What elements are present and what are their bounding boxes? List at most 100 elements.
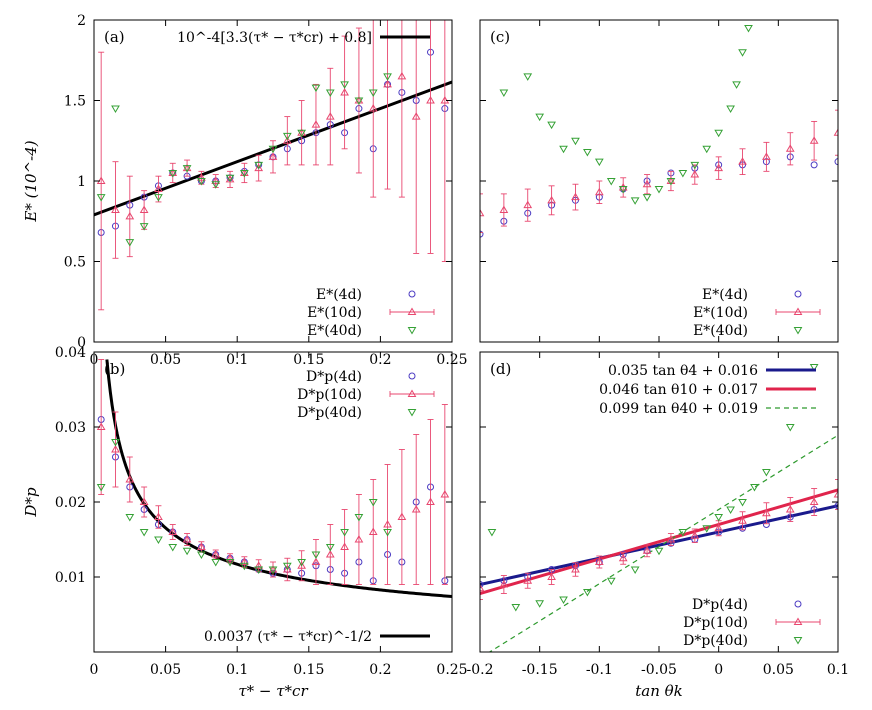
data-point: [154, 194, 163, 202]
data-point: [726, 506, 735, 514]
series-1: [96, 20, 450, 311]
data-point: [583, 149, 592, 157]
data-point: [750, 484, 759, 492]
data-point: [480, 230, 484, 238]
data-point: [211, 550, 221, 558]
x-tick-label: 0.2: [369, 662, 391, 678]
data-point: [834, 502, 838, 510]
data-point: [547, 572, 556, 580]
x-tick-label: 0.1: [226, 662, 248, 678]
data-point: [654, 186, 664, 194]
y-tick-label: 0.01: [55, 570, 86, 586]
data-point: [654, 547, 664, 556]
y-tick-label: 0.04: [55, 345, 86, 361]
fit-line: [488, 434, 838, 652]
data-point: [559, 145, 568, 154]
data-point: [690, 161, 700, 170]
data-point: [197, 178, 206, 186]
data-point: [154, 536, 163, 544]
panel-label: (a): [104, 28, 125, 46]
data-point: [297, 129, 307, 138]
x-tick-label: 0.25: [436, 662, 467, 678]
data-point: [111, 105, 120, 114]
y-tick-label: 0.02: [55, 495, 86, 511]
data-point: [383, 73, 392, 81]
data-point: [480, 581, 484, 588]
data-point: [211, 559, 221, 567]
data-point: [738, 516, 747, 524]
legend-marker: [794, 600, 802, 608]
data-point: [125, 475, 135, 483]
legend-label: E*(4d): [702, 287, 748, 303]
data-point: [354, 535, 364, 543]
fit-line: [480, 504, 838, 586]
data-point: [618, 186, 628, 194]
data-point: [523, 200, 533, 209]
y-tick-label: 1.5: [64, 94, 86, 110]
plot-area: [480, 364, 838, 652]
data-point: [762, 508, 771, 517]
data-point: [594, 187, 604, 196]
data-point: [642, 194, 652, 202]
data-point: [254, 561, 264, 569]
data-point: [559, 596, 568, 604]
data-point: [690, 531, 700, 539]
data-point: [785, 424, 795, 432]
data-point: [744, 25, 753, 33]
data-point: [762, 152, 771, 160]
data-point: [254, 163, 264, 172]
legend-marker: [408, 372, 416, 380]
x-tick-label: -0.1: [586, 662, 613, 678]
y-tick-label: 0.03: [55, 420, 86, 436]
data-point: [354, 97, 364, 105]
fit-legend-label: 0.046 tan θ10 + 0.017: [599, 382, 758, 398]
data-point: [182, 163, 192, 172]
data-point: [714, 523, 724, 532]
data-point: [168, 168, 178, 176]
legend-marker: [407, 307, 417, 315]
data-point: [834, 158, 838, 166]
fit-line: [480, 488, 838, 595]
data-point: [702, 145, 712, 154]
data-point: [383, 520, 392, 528]
series-1: [480, 109, 838, 233]
legend-marker: [407, 327, 417, 335]
x-tick-label: 0.15: [293, 662, 324, 678]
data-point: [368, 104, 378, 112]
series-2: [499, 25, 753, 205]
legend-marker: [794, 290, 802, 298]
data-point: [397, 71, 407, 80]
legend-label: D*p(10d): [297, 387, 362, 403]
panel-d: -0.2 -0.15 -0.1 -0.05 0 0.05 0.1 tan θk (d) D*p(4…: [467, 351, 849, 700]
panel-label: (b): [104, 360, 125, 378]
data-point: [702, 525, 712, 533]
data-point: [678, 169, 688, 178]
data-point: [368, 89, 378, 97]
data-point: [154, 184, 163, 193]
data-point: [197, 551, 206, 559]
legend-marker: [407, 389, 417, 397]
x-tick-label: -0.05: [641, 662, 677, 678]
data-point: [547, 121, 556, 130]
data-point: [139, 205, 149, 213]
data-point: [738, 49, 747, 57]
legend-label: D*p(40d): [683, 633, 748, 649]
data-point: [738, 499, 747, 507]
data-point: [726, 105, 735, 114]
data-point: [211, 176, 221, 184]
data-point: [523, 73, 533, 81]
data-point: [225, 553, 235, 562]
data-point: [411, 112, 421, 120]
data-point: [571, 137, 580, 146]
data-point: [168, 169, 178, 178]
x-tick-label: 0.05: [150, 662, 181, 678]
panel-label: (d): [490, 360, 511, 378]
data-point: [732, 81, 741, 89]
fit-legend-label: 0.099 tan θ40 + 0.019: [599, 401, 758, 417]
data-point: [499, 89, 509, 97]
data-point: [239, 169, 249, 178]
data-point: [125, 514, 135, 522]
legend-marker: [407, 409, 417, 417]
plot-area: [480, 25, 838, 238]
